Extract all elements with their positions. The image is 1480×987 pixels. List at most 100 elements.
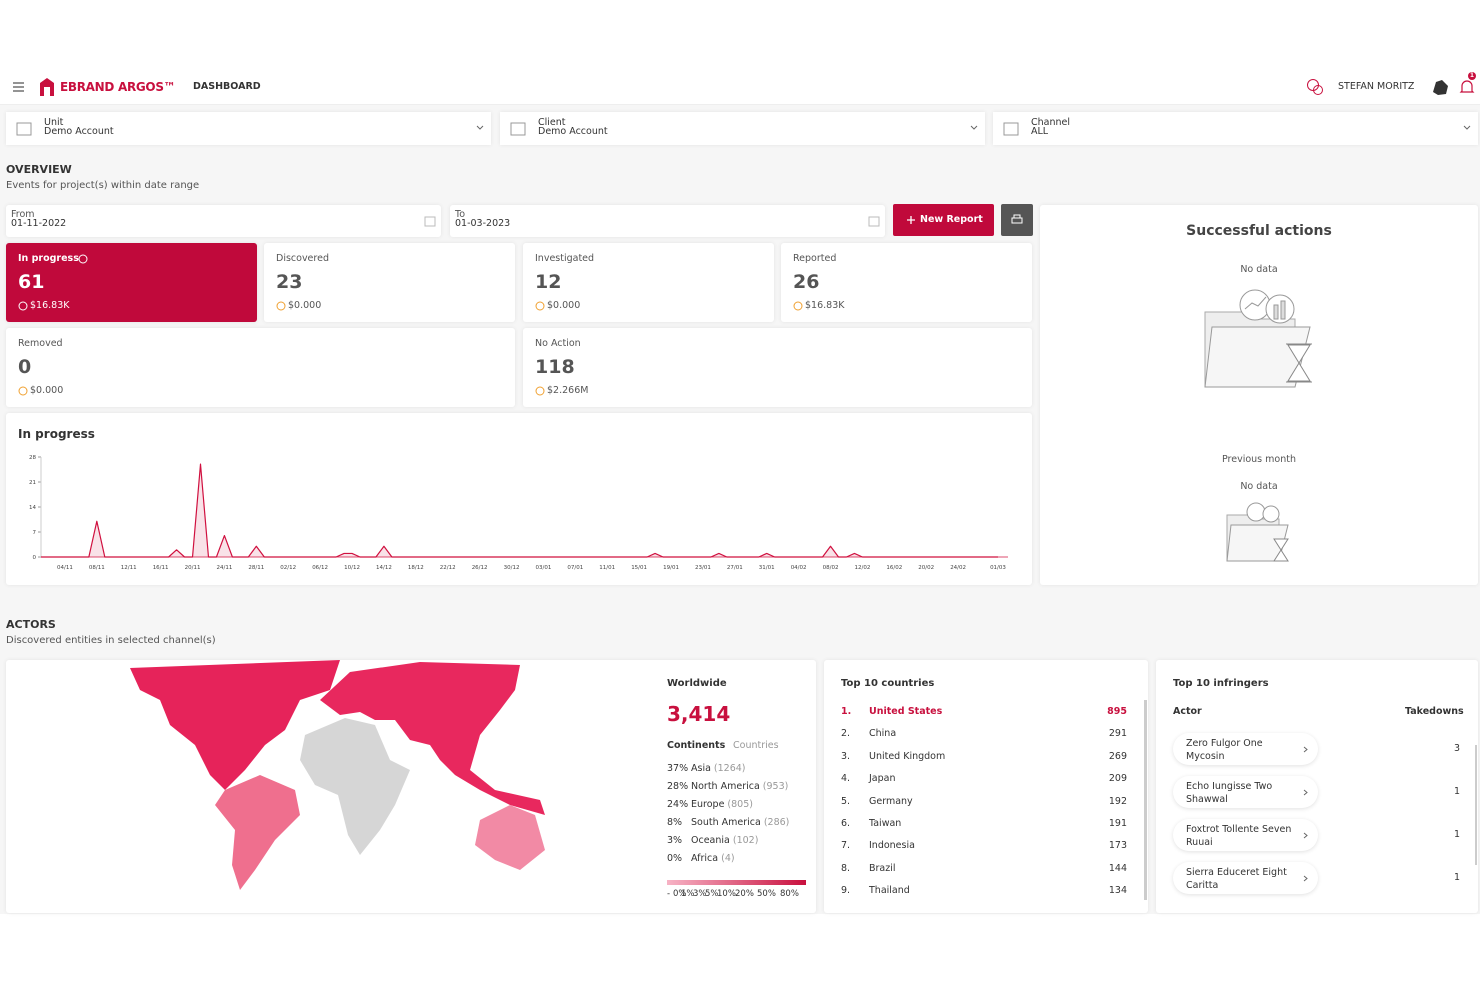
avatar[interactable] bbox=[1430, 77, 1450, 97]
x-tick-label: 08/11 bbox=[89, 565, 105, 571]
panel-title: Successful actions bbox=[1186, 223, 1332, 239]
scale-label: 5% bbox=[705, 889, 719, 899]
country-name: Thailand bbox=[869, 885, 910, 897]
y-tick-label: 28 bbox=[29, 455, 36, 461]
print-button[interactable] bbox=[1001, 204, 1033, 236]
card-amount: $0.000 bbox=[30, 385, 64, 396]
status-card[interactable]: Discovered 23 $0.000 bbox=[264, 243, 515, 322]
continent-pct: 28% bbox=[667, 781, 689, 792]
country-rank: 3. bbox=[841, 750, 851, 762]
coin-icon bbox=[535, 386, 545, 396]
chevron-shape bbox=[1303, 832, 1308, 839]
status-card[interactable]: In progress 61 $16.83K bbox=[6, 243, 257, 322]
filter-select[interactable]: Unit Demo Account bbox=[6, 112, 491, 145]
user-name[interactable]: STEFAN MORITZ bbox=[1338, 81, 1415, 92]
x-tick-label: 31/01 bbox=[759, 565, 775, 571]
scale-label: 1% bbox=[681, 889, 695, 899]
country-count: 173 bbox=[1108, 840, 1127, 852]
takedowns: 1 bbox=[1453, 872, 1460, 883]
actor-pill[interactable]: Foxtrot Tollente Seven Ruuai bbox=[1173, 819, 1318, 851]
region-oceania[interactable] bbox=[475, 805, 545, 870]
no-data: No data bbox=[1240, 264, 1278, 275]
filter-value: ALL bbox=[1031, 126, 1049, 137]
x-tick-label: 16/11 bbox=[153, 565, 169, 571]
chevron bbox=[1303, 789, 1308, 796]
takedowns: 3 bbox=[1453, 743, 1460, 754]
card-label: Discovered bbox=[276, 253, 329, 264]
actor-name: Sierra Educeret Eight Caritta bbox=[1186, 867, 1287, 891]
x-tick-label: 26/12 bbox=[472, 565, 488, 571]
country-count: 895 bbox=[1107, 706, 1127, 717]
bell-icon[interactable] bbox=[1459, 78, 1475, 96]
section-subtitle: Events for project(s) within date range bbox=[6, 180, 200, 191]
chevron-shape bbox=[1463, 125, 1471, 130]
continent-name: North America (953) bbox=[691, 781, 789, 792]
date-from[interactable]: From 01-11-2022 bbox=[6, 205, 441, 237]
chart-title: In progress bbox=[18, 427, 95, 441]
icon-shape bbox=[510, 122, 526, 136]
y-tick-label: 7 bbox=[33, 530, 37, 536]
status-card[interactable]: Reported 26 $16.83K bbox=[781, 243, 1032, 322]
tab-active[interactable]: Continents bbox=[667, 740, 726, 751]
card-value: 118 bbox=[535, 356, 575, 378]
actor-pill[interactable]: Echo Iungisse Two Shawwal bbox=[1173, 776, 1318, 808]
country-name: Brazil bbox=[869, 862, 896, 874]
status-card[interactable]: No Action 118 $2.266M bbox=[523, 328, 1032, 407]
x-tick-label: 19/01 bbox=[663, 565, 679, 571]
filter-label: Client bbox=[538, 117, 566, 128]
icon-shape bbox=[16, 122, 32, 136]
country-name: Taiwan bbox=[869, 818, 902, 829]
scale-label: 10% bbox=[717, 889, 736, 899]
section-subtitle: Discovered entities in selected channel(… bbox=[6, 635, 216, 646]
filter-value: Demo Account bbox=[538, 126, 608, 137]
date-to[interactable]: To 01-03-2023 bbox=[450, 205, 885, 237]
x-tick-label: 20/02 bbox=[918, 565, 934, 571]
actor-pill[interactable]: Zero Fulgor One Mycosin bbox=[1173, 733, 1318, 765]
country-rank: 8. bbox=[841, 862, 851, 874]
card-value: 26 bbox=[793, 271, 820, 293]
y-tick-label: 0 bbox=[33, 555, 37, 561]
x-tick-label: 07/01 bbox=[567, 565, 583, 571]
filter-icon bbox=[510, 122, 526, 136]
chevron bbox=[1303, 832, 1308, 839]
country-rank: 7. bbox=[841, 840, 851, 852]
filter-select[interactable]: Client Demo Account bbox=[500, 112, 985, 145]
continent-count: (1264) bbox=[713, 763, 746, 774]
chat-icon[interactable] bbox=[1306, 78, 1324, 96]
chevron-shape bbox=[476, 125, 484, 130]
scale-label: 0% bbox=[673, 889, 687, 899]
tab[interactable]: Countries bbox=[733, 740, 779, 751]
x-tick-label: 22/12 bbox=[440, 565, 456, 571]
scale-label: - bbox=[667, 889, 671, 899]
field-value: 01-11-2022 bbox=[11, 218, 67, 229]
x-tick-label: 03/01 bbox=[535, 565, 551, 571]
region-eurasia[interactable] bbox=[320, 662, 545, 815]
column-header: Takedowns bbox=[1405, 706, 1464, 717]
country-name: United Kingdom bbox=[869, 750, 946, 762]
nav-dashboard[interactable]: DASHBOARD bbox=[193, 81, 261, 92]
button-label: New Report bbox=[920, 214, 983, 225]
region-africa[interactable] bbox=[300, 718, 410, 855]
filter-select[interactable]: Channel ALL bbox=[993, 112, 1478, 145]
continent-pct: 8% bbox=[667, 817, 683, 828]
column-header: Actor bbox=[1173, 706, 1202, 717]
coin-icon bbox=[535, 301, 545, 311]
scale-label: 20% bbox=[735, 889, 754, 899]
chart: 0 7 14 21 28 04/11 08/11 12/11 16/11 20/11 24/11 28… bbox=[29, 455, 1008, 571]
menu-icon[interactable] bbox=[13, 82, 25, 92]
country-count: 144 bbox=[1108, 862, 1127, 874]
status-card[interactable]: Investigated 12 $0.000 bbox=[523, 243, 774, 322]
scrollbar[interactable] bbox=[1144, 700, 1147, 900]
y-tick-label: 21 bbox=[29, 480, 36, 486]
actor-pill[interactable]: Sierra Educeret Eight Caritta bbox=[1173, 862, 1318, 894]
continent-count: (805) bbox=[727, 799, 753, 810]
new-report-button[interactable]: New Report bbox=[893, 204, 994, 236]
card-value: 12 bbox=[535, 271, 562, 293]
region-south-america[interactable] bbox=[215, 775, 300, 890]
status-card[interactable]: Removed 0 $0.000 bbox=[6, 328, 515, 407]
print-icon bbox=[1011, 214, 1023, 224]
scrollbar[interactable] bbox=[1475, 745, 1477, 865]
chevron bbox=[476, 125, 484, 130]
region-north-america[interactable] bbox=[130, 660, 340, 790]
continent-pct: 3% bbox=[667, 835, 683, 846]
